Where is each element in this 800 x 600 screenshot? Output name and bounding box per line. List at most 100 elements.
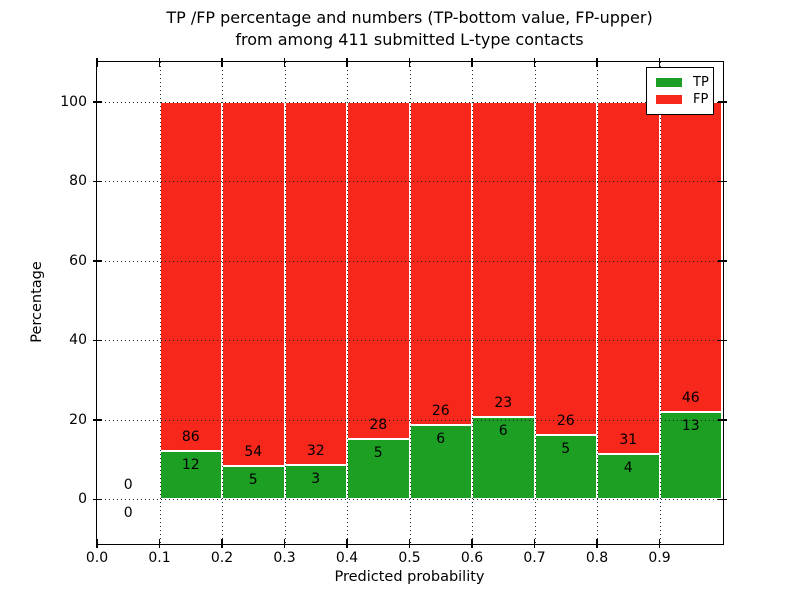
x-tick-label: 0.7 <box>523 550 546 566</box>
y-axis-tick-right <box>717 498 727 501</box>
x-axis-tick-top <box>533 57 536 67</box>
bar-value-label-tp: 4 <box>623 459 633 476</box>
grid-line-x <box>534 62 536 543</box>
x-tick-label: 0.8 <box>585 550 609 566</box>
bar-segment-fp <box>472 101 535 418</box>
bar-value-label-tp: 6 <box>436 430 446 447</box>
bar-segment-tp <box>472 417 535 500</box>
x-axis-tick-top <box>96 57 98 67</box>
grid-line-x <box>284 62 286 543</box>
x-axis-tick <box>283 538 286 548</box>
bar-segment-fp <box>597 101 660 454</box>
x-tick-label: 0.0 <box>85 550 109 566</box>
tp-color-swatch <box>656 78 682 87</box>
bar-value-label-tp: 12 <box>181 456 200 473</box>
x-tick-label: 0.5 <box>398 550 421 566</box>
y-tick-label: 80 <box>69 173 87 190</box>
bar-segment-tp <box>284 465 347 500</box>
x-axis-tick-top <box>158 57 161 67</box>
x-tick-label: 0.2 <box>210 550 234 566</box>
x-axis-tick-top <box>596 57 598 67</box>
bar-segment-fp <box>409 101 472 425</box>
bar-value-label-tp: 5 <box>373 445 383 462</box>
x-axis-tick-top <box>658 57 661 67</box>
legend-item-tp: TP <box>656 74 713 91</box>
x-axis-tick <box>158 538 161 548</box>
y-axis-tick <box>92 419 102 421</box>
bar-segment-fp <box>284 101 347 466</box>
y-axis-tick <box>92 260 102 262</box>
bar-value-label-fp: 46 <box>681 389 700 406</box>
bar-value-label-fp: 26 <box>556 413 575 430</box>
bar-value-label-fp: 23 <box>494 395 513 412</box>
y-axis-tick-right <box>717 260 727 262</box>
y-axis-tick-right <box>717 101 727 103</box>
x-axis-tick-top <box>283 57 286 67</box>
bar-value-label-tp: 5 <box>561 441 571 458</box>
y-tick-label: 0 <box>78 491 87 508</box>
x-axis-tick <box>221 538 223 548</box>
x-axis-tick <box>408 538 411 548</box>
bar-value-label-fp: 31 <box>619 431 638 448</box>
grid-line-x <box>347 62 348 543</box>
bar-value-label-fp: 32 <box>306 443 325 460</box>
bar-value-label-tp: 0 <box>123 505 133 522</box>
x-axis-tick <box>596 538 598 548</box>
y-axis-tick <box>92 339 102 341</box>
x-tick-label: 0.6 <box>460 550 484 566</box>
bar-segment-fp <box>159 101 222 451</box>
y-tick-label: 20 <box>69 411 87 428</box>
x-tick-label: 0.3 <box>273 550 296 566</box>
x-tick-label: 0.1 <box>148 550 171 566</box>
x-tick-label: 0.9 <box>648 550 671 566</box>
bar-segment-tp <box>659 411 722 500</box>
bar-segment-tp <box>597 453 660 500</box>
bar-segment-fp <box>659 101 722 412</box>
bar-value-label-tp: 5 <box>248 471 258 488</box>
bar-value-label-fp: 0 <box>123 477 133 494</box>
grid-line-x <box>409 62 411 543</box>
x-axis-tick-top <box>346 57 348 67</box>
bar-value-label-fp: 28 <box>369 417 388 434</box>
y-axis-tick-right <box>717 419 727 421</box>
bar-value-label-fp: 26 <box>431 402 450 419</box>
x-axis-tick-top <box>221 57 223 67</box>
chart-title: TP /FP percentage and numbers (TP-bottom… <box>97 7 722 51</box>
chart-title-line2: from among 411 submitted L-type contacts <box>235 30 584 49</box>
chart-title-line1: TP /FP percentage and numbers (TP-bottom… <box>166 8 653 27</box>
y-axis-tick-right <box>717 180 727 182</box>
grid-line-x <box>472 62 473 543</box>
x-axis-tick-top <box>471 57 473 67</box>
bar-segment-fp <box>222 101 285 466</box>
plot-area: TP FP 0.0 0.1 0.2 0.3 0.4 0.5 0.6 0.7 0.8 0.9 0 20 4… <box>60 57 727 566</box>
x-axis-tick <box>658 538 661 548</box>
bar-value-label-tp: 3 <box>311 471 321 488</box>
x-tick-label: 0.4 <box>335 550 359 566</box>
grid-line-x <box>159 62 161 543</box>
y-axis-tick <box>92 498 102 501</box>
legend-item-fp: FP <box>656 91 713 108</box>
x-axis-tick <box>533 538 536 548</box>
bar-segment-tp <box>534 435 597 500</box>
bar-value-label-tp: 6 <box>498 423 508 440</box>
grid-line-x <box>597 62 598 543</box>
legend-label-fp: FP <box>693 92 709 107</box>
x-axis-tick-top <box>408 57 411 67</box>
bar-segment-fp <box>347 101 410 440</box>
grid-line-x <box>222 62 223 543</box>
bar-segment-tp <box>347 439 410 500</box>
bar-segment-fp <box>534 101 597 436</box>
x-axis-tick <box>471 538 473 548</box>
y-axis-tick <box>92 180 102 182</box>
x-axis-label: Predicted probability <box>334 569 485 585</box>
legend: TP FP <box>646 67 714 115</box>
x-axis-tick <box>346 538 348 548</box>
y-tick-label: 100 <box>60 93 87 110</box>
y-tick-label: 40 <box>69 332 87 349</box>
bar-value-label-tp: 13 <box>681 417 700 434</box>
y-tick-label: 60 <box>69 252 87 269</box>
fp-color-swatch <box>656 95 682 104</box>
x-axis-tick <box>96 538 98 548</box>
legend-label-tp: TP <box>693 75 709 90</box>
